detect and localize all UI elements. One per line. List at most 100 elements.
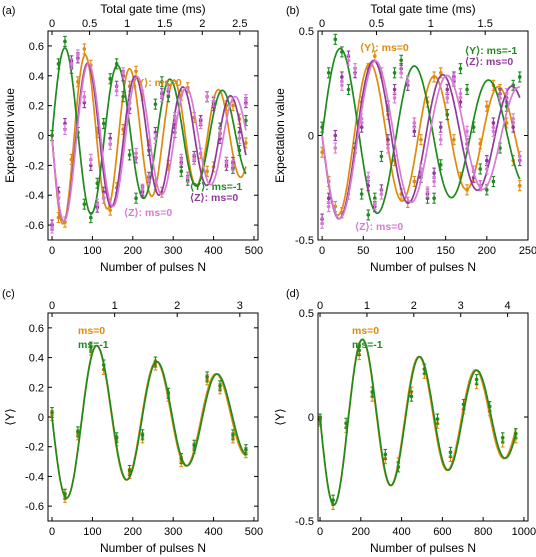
- data-point-green: [56, 58, 61, 70]
- data-point-green: [114, 58, 119, 70]
- data-point-pink: [353, 63, 357, 75]
- data-point-green: [478, 163, 483, 175]
- marker: [383, 452, 388, 457]
- data-point-pink: [224, 156, 229, 168]
- data-point-green: [435, 413, 440, 425]
- data-point-pink: [373, 198, 377, 211]
- data-point-pink: [412, 117, 417, 129]
- data-point-pink: [333, 142, 338, 154]
- marker: [89, 345, 93, 349]
- top-x-tick-label: 0: [49, 18, 55, 30]
- data-point-pink: [432, 175, 436, 188]
- x-tick-label: 400: [392, 526, 410, 538]
- top-x-tick-label: 1: [112, 300, 118, 312]
- panel-b: (b) 0 50 100 150 200 250 0 0.5 1 1.5 -0.5 0 0.5 Number…: [273, 2, 536, 274]
- marker: [192, 157, 196, 162]
- marker: [333, 37, 338, 42]
- marker: [56, 62, 61, 66]
- data-point-green: [422, 363, 427, 375]
- x-tick-label: 250: [519, 245, 536, 257]
- data-point-green: [218, 380, 222, 392]
- marker: [166, 391, 171, 396]
- data-point-green: [340, 46, 344, 58]
- x-axis-label: Number of pulses N: [100, 541, 206, 555]
- data-point-green: [471, 121, 476, 133]
- marker: [140, 433, 145, 437]
- data-point-green: [379, 150, 384, 162]
- data-point-green: [491, 175, 496, 188]
- marker: [224, 160, 229, 165]
- marker: [474, 377, 479, 382]
- data-point-pink: [69, 58, 74, 70]
- data-point-green: [127, 149, 132, 161]
- y-tick-label: 0.6: [29, 323, 44, 335]
- data-point-pink: [108, 138, 112, 151]
- data-point-green: [461, 398, 466, 411]
- data-point-green: [326, 67, 331, 79]
- marker: [134, 151, 138, 156]
- marker: [192, 443, 196, 448]
- marker: [166, 87, 171, 92]
- x-tick-label: 200: [352, 526, 370, 538]
- data-point-pink: [237, 132, 242, 145]
- marker: [373, 54, 377, 58]
- legend-label-pink: ⟨Z⟩: ms=0: [124, 207, 172, 219]
- data-point-pink: [326, 201, 331, 213]
- marker: [485, 188, 489, 192]
- y-tick-label: 0.4: [29, 353, 44, 365]
- plot-frame: [317, 30, 529, 241]
- x-tick-label: 0: [49, 245, 55, 257]
- marker: [370, 390, 375, 394]
- data-point-green: [82, 198, 87, 210]
- marker: [485, 167, 489, 171]
- data-point-pink: [320, 217, 324, 229]
- marker: [211, 99, 216, 103]
- marker: [500, 436, 505, 440]
- data-point-pink: [359, 113, 364, 125]
- x-tick-label: 0: [317, 526, 323, 538]
- data-point-green: [179, 165, 184, 177]
- legend-label-pink: ⟨Z⟩: ms=0: [355, 221, 403, 233]
- marker: [438, 162, 443, 167]
- marker: [432, 179, 436, 184]
- x-tick-label: 100: [83, 526, 101, 538]
- marker: [340, 83, 344, 88]
- marker: [160, 94, 164, 99]
- marker: [127, 100, 132, 105]
- data-point-pink: [127, 97, 132, 109]
- marker: [153, 136, 158, 141]
- marker: [478, 142, 483, 146]
- data-point-orange: [69, 153, 74, 165]
- top-x-tick-label: 1.5: [478, 18, 493, 30]
- marker: [419, 137, 423, 142]
- data-point-orange: [419, 134, 423, 146]
- marker: [205, 375, 209, 379]
- marker: [179, 157, 184, 162]
- data-point-orange: [134, 65, 138, 77]
- data-point-orange: [82, 43, 87, 55]
- marker: [320, 125, 324, 129]
- data-point-pink: [399, 67, 403, 79]
- marker: [244, 97, 248, 102]
- x-tick-label: 200: [124, 245, 142, 257]
- x-tick-label: 400: [204, 526, 222, 538]
- x-tick-label: 600: [433, 526, 451, 538]
- marker: [491, 179, 496, 184]
- marker: [320, 221, 324, 226]
- x-tick-label: 50: [357, 245, 369, 257]
- marker: [458, 66, 463, 71]
- marker: [366, 213, 371, 217]
- data-point-pink: [366, 171, 371, 183]
- marker: [458, 100, 463, 104]
- data-point-green: [344, 417, 348, 429]
- data-point-pink: [504, 88, 509, 100]
- y-tick-label: 0: [308, 412, 314, 424]
- fit-curve-green: [321, 47, 521, 215]
- marker: [153, 102, 158, 106]
- data-point-pink: [166, 83, 171, 95]
- data-point-orange: [320, 146, 324, 158]
- top-x-tick-label: 2: [199, 18, 205, 30]
- marker: [422, 367, 427, 371]
- data-point-green: [487, 401, 492, 413]
- marker: [445, 112, 450, 117]
